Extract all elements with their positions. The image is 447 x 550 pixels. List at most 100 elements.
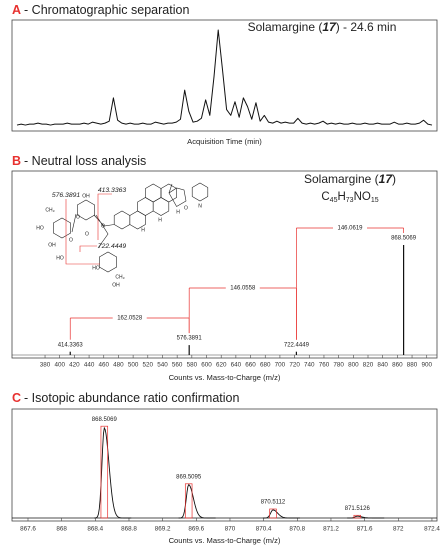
x-tick-label: 872 xyxy=(393,526,404,533)
peak-label: 722.4449 xyxy=(284,342,310,348)
ring xyxy=(113,210,131,230)
annotation-part: ) xyxy=(392,172,396,186)
x-tick-label: 520 xyxy=(143,362,154,369)
ring xyxy=(145,183,162,203)
peak-label: 414.3363 xyxy=(58,342,84,348)
ring xyxy=(168,187,187,207)
atom-label: H xyxy=(176,209,180,215)
atom-label: H xyxy=(141,227,145,233)
x-tick-label: 640 xyxy=(231,362,242,369)
ring xyxy=(191,182,209,202)
loss-label: 162.0528 xyxy=(117,316,143,322)
x-tick-label: 872.4 xyxy=(424,526,440,533)
loss-label-bg xyxy=(112,314,147,322)
panel-letter: C xyxy=(12,391,21,405)
plot-frame xyxy=(11,408,438,522)
annotation-part: 17 xyxy=(322,20,337,34)
atom-label: HO xyxy=(92,265,100,271)
x-tick-label: 860 xyxy=(392,362,403,369)
isotope-peak xyxy=(94,426,132,519)
x-tick-label: 800 xyxy=(348,362,359,369)
structure xyxy=(52,182,209,273)
x-tick-label: 380 xyxy=(40,362,51,369)
atom-label: CH₃ xyxy=(45,207,54,213)
x-axis-label: Counts vs. Mass-to-Charge (m/z) xyxy=(169,373,281,382)
chromatogram-line xyxy=(16,29,433,126)
x-tick-label: 600 xyxy=(201,362,212,369)
annotation-part: C xyxy=(321,191,329,203)
x-tick-label: 869.6 xyxy=(188,526,204,533)
plot-frame xyxy=(11,19,438,132)
peak-label: 869.5095 xyxy=(176,474,202,480)
x-tick-label: 480 xyxy=(113,362,124,369)
x-tick-label: 440 xyxy=(84,362,95,369)
annotation-part: 73 xyxy=(346,197,354,204)
panel-letter: B xyxy=(12,154,21,168)
atom-label: OH xyxy=(48,242,56,248)
x-tick-label: 870.8 xyxy=(289,526,305,533)
x-tick-label: 868.8 xyxy=(121,526,137,533)
atom-label: N xyxy=(198,203,202,209)
x-tick-label: 540 xyxy=(157,362,168,369)
annotation-part: 17 xyxy=(379,172,394,186)
plot-frame xyxy=(11,170,438,359)
ring xyxy=(152,197,170,216)
isotope-peak xyxy=(178,484,216,519)
ring xyxy=(99,251,117,273)
panel-title: C- Isotopic abundance ratio confirmation xyxy=(12,391,239,405)
x-tick-label: 720 xyxy=(289,362,300,369)
x-tick-label: 900 xyxy=(421,362,432,369)
peak-label: 868.5069 xyxy=(391,236,417,242)
x-tick-label: 869.2 xyxy=(155,526,171,533)
x-tick-label: 868 xyxy=(56,526,67,533)
atom-label: OH xyxy=(112,282,120,288)
atom-label: OH xyxy=(82,193,90,199)
loss-label-bg xyxy=(333,224,368,232)
x-tick-label: 660 xyxy=(245,362,256,369)
x-axis-label: Acquisition Time (min) xyxy=(187,137,262,146)
isotope-peak xyxy=(347,515,385,519)
atom-label: CH₃ xyxy=(115,274,124,280)
atom-label: HO xyxy=(56,255,64,261)
x-tick-label: 868.4 xyxy=(87,526,103,533)
x-tick-label: 871.6 xyxy=(357,526,373,533)
fragment-label: 722.4449 xyxy=(98,243,127,250)
ring xyxy=(129,210,146,230)
annotation-part: 45 xyxy=(330,197,338,204)
annotation-part: 15 xyxy=(371,197,379,204)
x-tick-label: 620 xyxy=(216,362,227,369)
panel-title: A- Chromatographic separation xyxy=(12,3,189,17)
x-tick-label: 760 xyxy=(319,362,330,369)
x-tick-label: 580 xyxy=(187,362,198,369)
x-tick-label: 460 xyxy=(98,362,109,369)
theoretical-box xyxy=(269,508,277,519)
isotope-peak xyxy=(262,509,300,519)
annotation-part: Solamargine ( xyxy=(248,20,323,34)
panel-title-text: - Chromatographic separation xyxy=(24,3,189,17)
ring xyxy=(160,183,177,203)
x-tick-label: 870.4 xyxy=(256,526,272,533)
bond xyxy=(71,183,173,249)
annotation: C45H73NO15 xyxy=(321,191,378,204)
fragment-label: 576.3891 xyxy=(52,192,81,199)
annotation-part: H xyxy=(337,191,345,203)
x-axis-label: Counts vs. Mass-to-Charge (m/z) xyxy=(169,536,281,545)
x-tick-label: 560 xyxy=(172,362,183,369)
panel-title-text: - Neutral loss analysis xyxy=(24,154,146,168)
annotation-part: NO xyxy=(354,191,371,203)
loss-label-bg xyxy=(225,284,260,292)
atom-label: O xyxy=(101,223,105,229)
loss-label: 146.0619 xyxy=(337,226,363,232)
x-tick-label: 880 xyxy=(407,362,418,369)
x-tick-label: 420 xyxy=(69,362,80,369)
atom-label: HO xyxy=(36,225,44,231)
x-tick-label: 740 xyxy=(304,362,315,369)
atom-label: O xyxy=(69,237,73,243)
atom-label: O xyxy=(184,205,188,211)
x-tick-label: 700 xyxy=(275,362,286,369)
x-tick-label: 780 xyxy=(333,362,344,369)
theoretical-box xyxy=(100,425,109,519)
x-tick-label: 500 xyxy=(128,362,139,369)
panel-title-text: - Isotopic abundance ratio confirmation xyxy=(24,391,239,405)
